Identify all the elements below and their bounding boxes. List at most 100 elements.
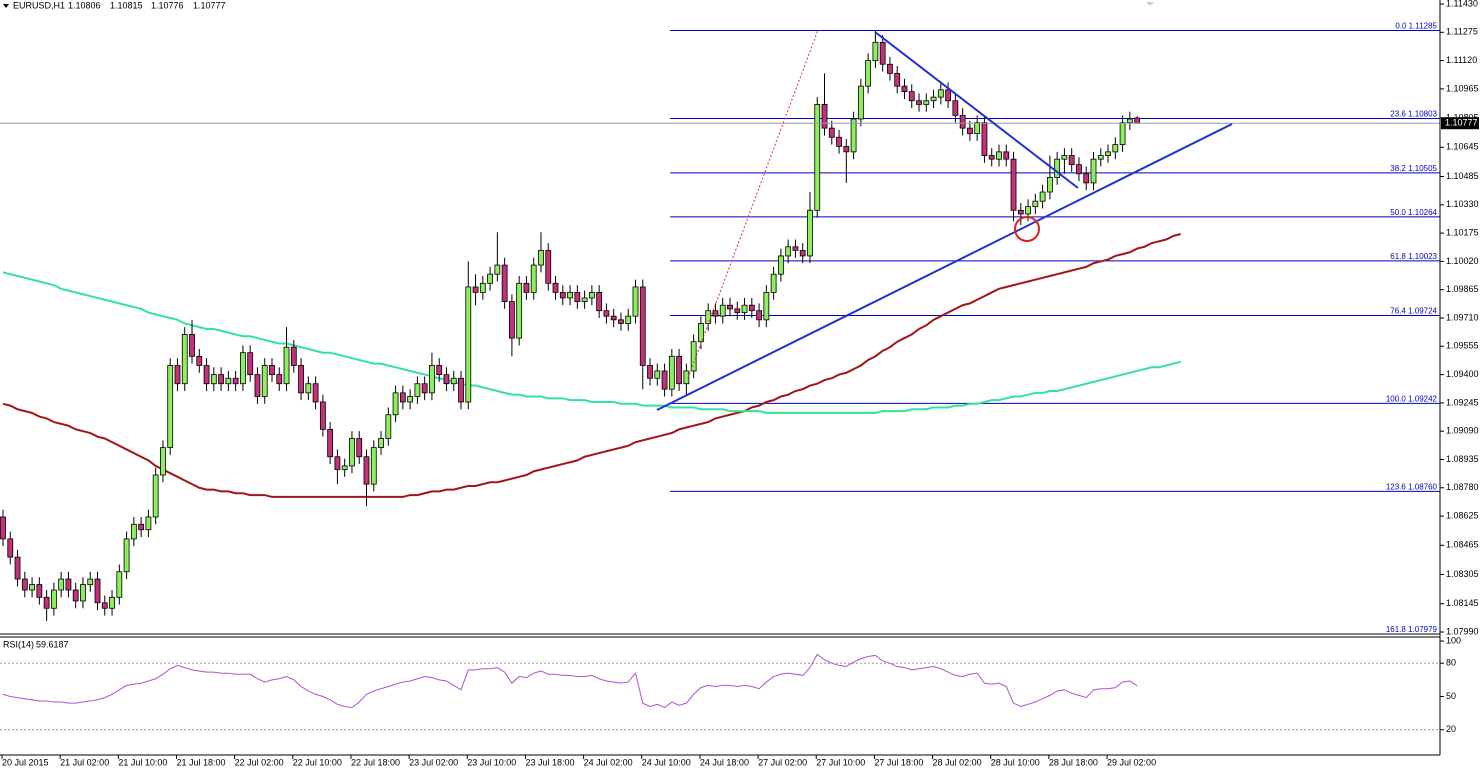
candle-body <box>443 374 450 385</box>
candle-body <box>872 41 879 61</box>
candle-body <box>618 319 624 324</box>
candle-body <box>218 374 225 385</box>
candle-body <box>887 63 893 74</box>
candle-body <box>123 538 130 573</box>
candle-body <box>719 304 726 317</box>
candle-body <box>836 136 842 147</box>
x-tick-label: 20 Jul 2015 <box>2 757 49 767</box>
candle-body <box>727 304 733 310</box>
marker <box>1146 2 1154 6</box>
candle-body <box>1046 177 1053 193</box>
highlight-circle <box>1014 216 1040 242</box>
candle-body <box>923 100 930 105</box>
candle-body <box>799 250 806 257</box>
y-tick-label: 1.11275 <box>1446 27 1478 37</box>
candle-body <box>116 571 123 598</box>
candle-body <box>421 383 428 394</box>
candle-body <box>29 584 35 591</box>
candle-body <box>785 246 792 257</box>
fib-label: 50.0 1.10264 <box>1390 208 1437 217</box>
candle-body <box>588 292 595 299</box>
candle-body <box>232 377 239 385</box>
y-tick-label: 1.08145 <box>1446 598 1479 608</box>
candle-body <box>487 273 493 284</box>
candle-body <box>937 89 944 98</box>
candle-body <box>21 578 28 591</box>
candle-body <box>1097 155 1104 160</box>
candle-body <box>1126 118 1133 124</box>
y-tick-label: 1.09400 <box>1446 369 1479 379</box>
x-tick-label: 27 Jul 18:00 <box>874 757 923 767</box>
fib-label: 0.0 1.11285 <box>1395 22 1437 31</box>
y-tick-label: 1.09865 <box>1446 284 1479 294</box>
candle-body <box>559 292 566 299</box>
x-tick-label: 24 Jul 10:00 <box>642 757 691 767</box>
candle-body <box>908 91 915 102</box>
candle-body <box>981 122 988 156</box>
candle-body <box>50 589 57 609</box>
fib-label: 23.6 1.10803 <box>1390 110 1437 119</box>
candle-body <box>639 286 646 366</box>
candle-body <box>436 365 443 375</box>
candle-body <box>298 365 304 394</box>
fib-label: 38.2 1.10505 <box>1390 164 1437 173</box>
candle-body <box>523 282 530 293</box>
candle-body <box>1112 144 1119 153</box>
candle-body <box>683 370 690 385</box>
candle-body <box>501 264 508 302</box>
symbol: EURUSD,H1 <box>13 0 65 10</box>
candle-body <box>1039 191 1046 202</box>
y-tick-label: 1.10330 <box>1446 199 1479 209</box>
candle-body <box>7 538 14 558</box>
candle-body <box>0 516 6 540</box>
candle-body <box>312 383 319 403</box>
candle-body <box>181 334 188 385</box>
candle-body <box>1083 173 1090 184</box>
x-tick-label: 21 Jul 10:00 <box>118 757 167 767</box>
candle-body <box>792 246 799 251</box>
candle-body <box>988 155 995 160</box>
candle-body <box>610 315 617 321</box>
y-tick-label: 1.10645 <box>1446 142 1479 152</box>
candle-body <box>748 304 755 312</box>
rsi-y-tick-label: 50 <box>1446 691 1456 701</box>
candle-body <box>530 264 537 293</box>
y-tick-label: 1.08625 <box>1446 510 1479 520</box>
candle-body <box>763 292 770 321</box>
candle-body <box>14 556 21 580</box>
candle-body <box>472 286 479 293</box>
candle-body <box>1032 200 1039 208</box>
candle-body <box>894 72 901 87</box>
candle-body <box>705 310 712 324</box>
candle-body <box>152 474 159 518</box>
fib-label: 61.8 1.10023 <box>1390 252 1437 261</box>
candle-body <box>967 127 973 135</box>
candle-body <box>603 310 610 317</box>
candle-body <box>210 374 217 385</box>
candle-body <box>407 396 414 403</box>
candle-body <box>138 523 145 531</box>
candle-body <box>647 365 653 379</box>
candle-body <box>676 355 683 385</box>
candle-body <box>254 374 261 397</box>
candle-body <box>414 383 421 397</box>
candle-body <box>494 264 501 275</box>
candle-body <box>865 60 872 87</box>
candle-body <box>429 365 435 394</box>
candle-body <box>319 401 326 430</box>
candle-body <box>174 365 181 385</box>
falling-trendline <box>874 31 1079 189</box>
moving-average <box>2 233 1181 498</box>
y-tick-label: 1.10020 <box>1446 256 1479 266</box>
candle-body <box>247 352 254 375</box>
candle-body <box>399 392 406 403</box>
moving-average <box>2 271 1181 414</box>
rsi-y-tick-label: 100 <box>1446 635 1461 645</box>
y-tick-label: 1.09555 <box>1446 341 1479 351</box>
candle-body <box>189 334 195 357</box>
rsi-y-tick-label: 20 <box>1446 724 1456 734</box>
candle-body <box>508 301 515 339</box>
candle-body <box>770 273 777 293</box>
candle-body <box>261 365 268 397</box>
